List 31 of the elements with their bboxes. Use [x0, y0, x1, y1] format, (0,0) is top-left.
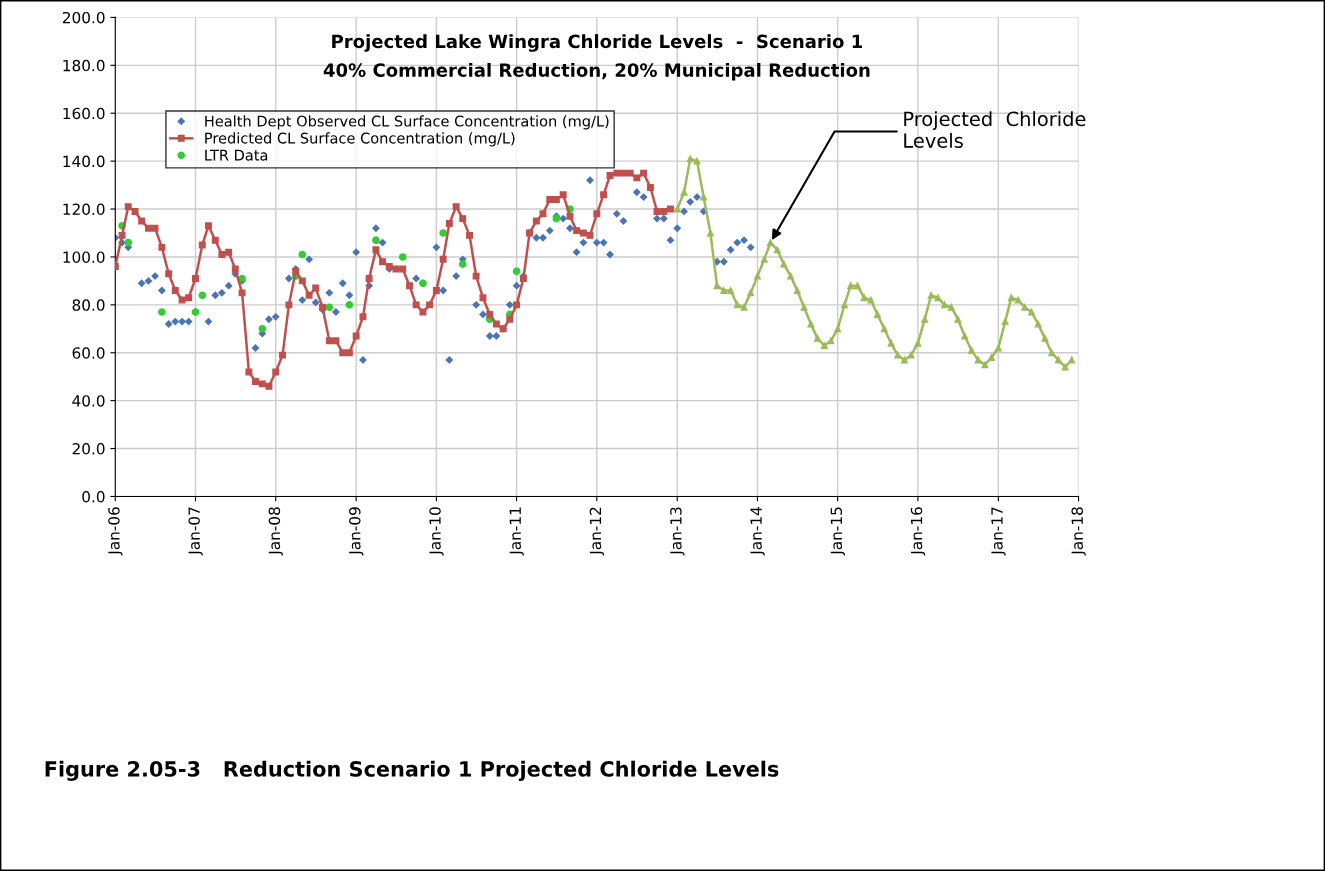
text: 40% Commercial Reduction, 20% Municipal Reduction	[323, 62, 870, 81]
y-tick-label: 40.0	[72, 395, 105, 407]
legend-label: LTR Data	[205, 149, 268, 161]
x-tick-label: Jan-14	[750, 507, 765, 556]
y-tick-label: 140.0	[63, 155, 105, 168]
caption: Figure 2.05-3 Reduction Scenario 1 Projected Chloride Levels	[45, 760, 779, 781]
x-tick-label: Jan-08	[268, 507, 283, 556]
annotation: Projected Chloride Levels	[904, 111, 1086, 148]
x-tick-label: Jan-07	[188, 507, 203, 556]
x-tick-label: Jan-06	[108, 507, 123, 556]
x-tick-label: Jan-09	[349, 507, 364, 556]
text: Projected Lake Wingra Chloride Levels - Scenario 1	[332, 34, 863, 52]
y-tick-label: 60.0	[72, 347, 105, 359]
x-tick-label: Jan-10	[429, 507, 444, 556]
legend-label: Predicted CL Surface Concentration (mg/L)	[205, 132, 515, 147]
y-tick-label: 120.0	[63, 203, 105, 216]
x-tick-label: Jan-16	[910, 507, 926, 556]
x-tick-label: Jan-13	[670, 507, 685, 556]
y-tick-label: 180.0	[63, 59, 105, 72]
y-tick-label: 200.0	[62, 11, 105, 24]
x-tick-label: Jan-18	[1071, 507, 1086, 556]
x-tick-label: Jan-15	[830, 507, 845, 556]
y-tick-label: 160.0	[63, 107, 105, 120]
x-tick-label: Jan-11	[509, 507, 524, 556]
y-tick-label: 100.0	[63, 251, 105, 263]
y-tick-label: 20.0	[72, 443, 105, 455]
y-tick-label: 0.0	[82, 490, 105, 503]
x-tick-label: Jan-12	[589, 507, 605, 556]
legend-label: Health Dept Observed CL Surface Concentration (mg/L)	[205, 115, 609, 130]
x-tick-label: Jan-17	[991, 507, 1006, 556]
y-tick-label: 80.0	[72, 299, 105, 311]
